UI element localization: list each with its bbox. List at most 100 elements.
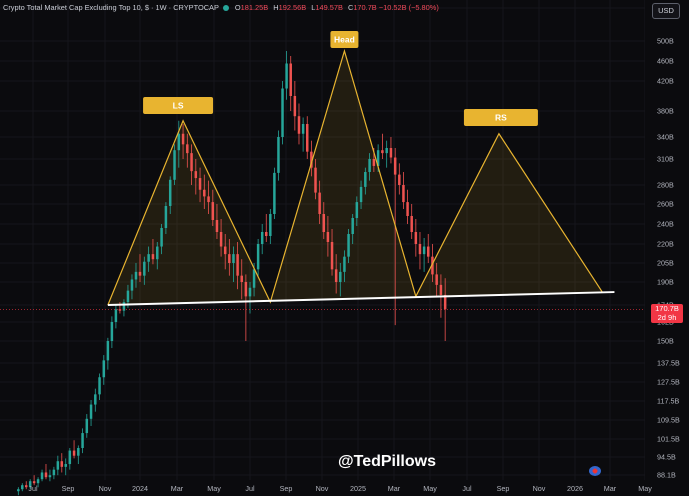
candle-body [301,124,305,134]
candle-body [339,271,342,282]
candle-body [60,461,64,467]
candle-body [289,63,292,96]
close-label: C [347,3,354,12]
x-tick-label: May [638,484,652,493]
candle-body [293,96,297,117]
candles [17,51,447,496]
close-value: 170.7B [353,3,377,12]
y-tick-label: 260B [657,200,674,209]
pattern-fill [107,51,603,305]
x-tick-label: Mar [171,484,184,493]
x-tick-label: May [423,484,437,493]
candle-body [236,254,239,276]
pattern-labels: LS Head RS [143,31,538,126]
y-tick-label: 109.5B [657,416,680,425]
candle-body [190,153,193,172]
pattern-outline [107,48,603,306]
candle-body [89,404,93,419]
pattern-area [107,51,603,305]
candle-body [215,220,219,232]
price-scale-background [645,0,689,496]
high-label: H [273,3,279,12]
candle-body [134,271,138,280]
candle-body [297,116,301,134]
pattern-label: LS [173,101,184,111]
y-tick-label: 150B [657,337,674,346]
candle-body [151,254,155,260]
y-tick-label: 190B [657,278,674,287]
candle-body [156,246,159,260]
candle-body [381,150,384,154]
candle-body [398,174,401,185]
x-tick-label: Nov [99,484,112,493]
x-tick-label: Jul [462,484,472,493]
candle-body [310,151,313,168]
currency-button[interactable]: USD [652,3,680,19]
candle-body [265,232,268,236]
candle-body [422,246,426,255]
y-axis: 540B500B460B420B380B340B310B280B260B240B… [645,0,689,496]
candle-body [330,242,334,270]
candle-body [322,214,326,232]
low-label: L [311,3,316,12]
current-price-value: 170.7B [655,304,679,313]
candle-body [56,461,60,470]
y-tick-label: 94.5B [657,453,676,462]
low-value: 149.57B [315,3,343,12]
candle-body [126,290,130,303]
candle-body [364,172,367,187]
neckline [107,291,615,306]
candle-body [372,159,376,166]
x-tick-label: Sep [497,484,510,493]
candle-body [81,433,84,448]
candle-body [17,489,20,492]
candle-body [256,244,260,270]
candle-body [343,256,346,272]
candle-body [240,275,243,282]
candle-body [110,322,114,341]
candle-body [376,150,380,166]
candle-body [410,216,413,232]
y-tick-label: 310B [657,155,674,164]
candle-body [130,279,134,291]
candle-body [40,472,44,480]
candle-body [368,159,371,172]
candle-body [318,192,321,214]
chart-header: Crypto Total Market Cap Excluding Top 10… [3,3,439,12]
x-tick-label: Sep [280,484,293,493]
y-tick-label: 88.1B [657,471,676,480]
change-value: −10.52B (−5.80%) [378,3,439,12]
country-flag-icon [589,466,601,476]
candle-body [414,232,418,244]
y-tick-label: 117.5B [657,397,679,406]
candle-body [334,269,338,282]
candle-body [21,485,24,490]
y-tick-label: 340B [657,133,674,142]
candle-body [389,148,393,158]
candle-body [72,450,76,456]
y-tick-label: 460B [657,57,674,66]
pattern-label: Head [334,35,355,45]
candle-body [228,254,231,263]
candle-body [114,309,118,322]
candle-body [194,171,198,179]
candle-body [406,202,409,216]
candle-body [232,254,235,263]
candle-body [24,485,28,488]
x-tick-label: Sep [62,484,75,493]
y-tick-label: 127.5B [657,378,680,387]
candle-body [277,137,280,173]
candle-body [426,246,430,257]
candle-body [211,202,215,220]
x-axis: Jul Sep Nov 2024 Mar May Jul Sep Nov 2025 Mar May Ju… [28,484,652,493]
candle-body [68,450,72,465]
candle-body [326,232,330,242]
y-tick-label: 240B [657,220,674,229]
candle-body [393,157,397,175]
pattern-label: RS [495,113,507,123]
candle-body [285,63,288,89]
candle-body [64,464,67,467]
candle-body [402,185,405,203]
candle-body [173,150,176,180]
